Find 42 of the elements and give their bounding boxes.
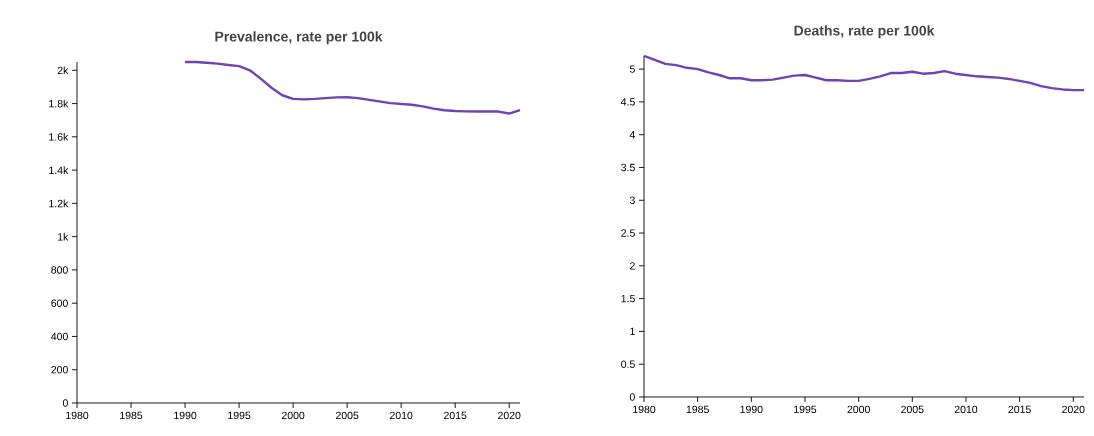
x-tick-label: 2020 — [498, 411, 521, 420]
y-tick-label: 400 — [51, 332, 68, 341]
y-tick-label: 200 — [51, 366, 68, 374]
x-tick-label: 1980 — [633, 405, 656, 414]
x-tick-label: 1995 — [228, 411, 251, 420]
y-tick-label: 3.5 — [621, 163, 635, 172]
x-tick-label: 1980 — [66, 411, 89, 420]
y-tick-label: 1.8k — [49, 99, 69, 108]
x-tick-label: 2015 — [1008, 405, 1031, 414]
y-tick-label: 4.5 — [620, 98, 635, 106]
x-tick-label: 1995 — [794, 405, 817, 414]
y-tick-label: 1.5 — [621, 294, 635, 303]
y-tick-label: 1.6k — [49, 132, 69, 141]
chart-title: Deaths, rate per 100k — [794, 25, 935, 39]
x-tick-label: 1985 — [686, 405, 709, 414]
y-tick-label: 600 — [51, 299, 68, 307]
y-tick-label: 800 — [51, 266, 68, 274]
y-tick-label: 1 — [630, 327, 635, 336]
y-tick-label: 3 — [629, 196, 635, 204]
x-tick-label: 2010 — [954, 405, 978, 414]
y-tick-label: 1k — [58, 232, 69, 241]
y-tick-label: 4 — [629, 131, 636, 139]
y-tick-label: 1.2k — [49, 199, 69, 208]
x-tick-label: 1985 — [120, 411, 143, 420]
y-tick-label: 2 — [630, 262, 635, 270]
x-tick-label: 1990 — [174, 411, 197, 420]
y-tick-label: 0 — [62, 399, 68, 407]
y-tick-label: 5 — [629, 65, 635, 73]
y-tick-label: 0.5 — [621, 360, 635, 368]
x-tick-label: 2010 — [390, 411, 413, 420]
y-tick-label: 2k — [57, 66, 69, 75]
y-tick-label: 2.5 — [621, 229, 635, 237]
chart-title: Prevalence, rate per 100k — [215, 31, 383, 45]
x-tick-label: 1990 — [740, 405, 763, 414]
x-tick-label: 2005 — [335, 411, 359, 420]
x-tick-label: 2000 — [847, 405, 870, 414]
x-tick-label: 2015 — [444, 411, 467, 420]
x-tick-label: 2000 — [281, 411, 305, 420]
x-tick-label: 2005 — [901, 405, 924, 414]
y-tick-label: 0 — [629, 393, 635, 401]
y-tick-label: 1.4k — [49, 166, 69, 174]
x-tick-label: 2020 — [1062, 405, 1085, 414]
